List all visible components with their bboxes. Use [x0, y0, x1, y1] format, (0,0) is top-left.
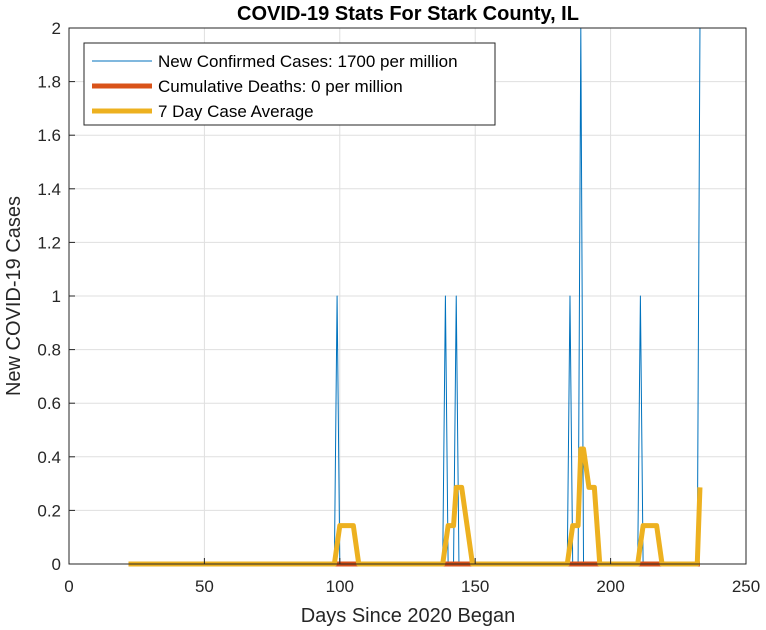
x-tick-label: 250 [732, 577, 760, 596]
x-tick-label: 150 [461, 577, 489, 596]
y-tick-label: 0.4 [37, 448, 61, 467]
y-axis-label: New COVID-19 Cases [3, 196, 25, 396]
y-tick-labels: 0 0.2 0.4 0.6 0.8 1 1.2 1.4 1.6 1.8 2 [37, 19, 75, 574]
y-tick-label: 1.8 [37, 73, 61, 92]
x-tick-labels: 0 50 100 150 200 250 [64, 558, 760, 596]
legend-box [83, 42, 496, 126]
y-tick-label: 2 [52, 19, 61, 38]
x-tick-label: 100 [326, 577, 354, 596]
y-tick-label: 0.6 [37, 394, 61, 413]
x-tick-label: 200 [596, 577, 624, 596]
y-tick-label: 0.2 [37, 501, 61, 520]
x-axis-label: Days Since 2020 Began [301, 605, 516, 627]
x-tick-label: 50 [195, 577, 214, 596]
y-tick-label: 0.8 [37, 341, 61, 360]
y-tick-label: 1.4 [37, 180, 61, 199]
legend-label-7-day-average: 7 Day Case Average [158, 102, 314, 121]
y-tick-label: 0 [52, 555, 61, 574]
legend: New Confirmed Cases: 1700 per million Cu… [83, 42, 496, 126]
y-tick-label: 1.2 [37, 233, 61, 252]
y-tick-label: 1 [52, 287, 61, 306]
y-tick-label: 1.6 [37, 126, 61, 145]
legend-label-new-cases: New Confirmed Cases: 1700 per million [158, 52, 458, 71]
x-tick-label: 0 [64, 577, 73, 596]
legend-label-cumulative-deaths: Cumulative Deaths: 0 per million [158, 77, 403, 96]
chart-title: COVID-19 Stats For Stark County, IL [237, 3, 579, 25]
